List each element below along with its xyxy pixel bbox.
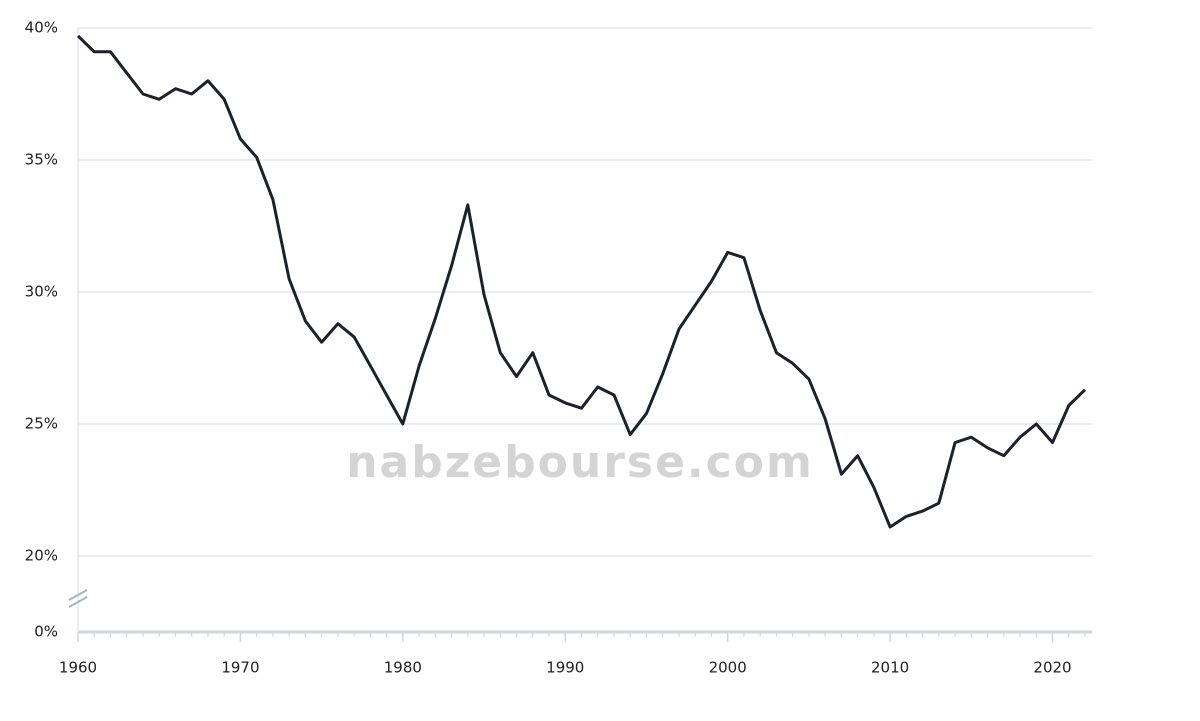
x-tick-label: 1990 <box>546 659 584 677</box>
x-tick-label: 1970 <box>221 659 259 677</box>
y-tick-label: 30% <box>25 283 58 301</box>
y-tick-label: 0% <box>34 623 58 641</box>
x-tick-label: 1960 <box>59 659 97 677</box>
x-tick-label: 2000 <box>709 659 747 677</box>
y-tick-label: 40% <box>25 19 58 37</box>
watermark: nabzebourse.com <box>346 437 814 488</box>
axis-break <box>68 589 88 601</box>
y-tick-label: 20% <box>25 547 58 565</box>
y-tick-label: 25% <box>25 415 58 433</box>
x-tick-label: 2010 <box>871 659 909 677</box>
x-tick-label: 1980 <box>384 659 422 677</box>
y-tick-label: 35% <box>25 151 58 169</box>
x-tick-label: 2020 <box>1033 659 1071 677</box>
axis-break <box>68 596 88 608</box>
line <box>76 34 1087 529</box>
